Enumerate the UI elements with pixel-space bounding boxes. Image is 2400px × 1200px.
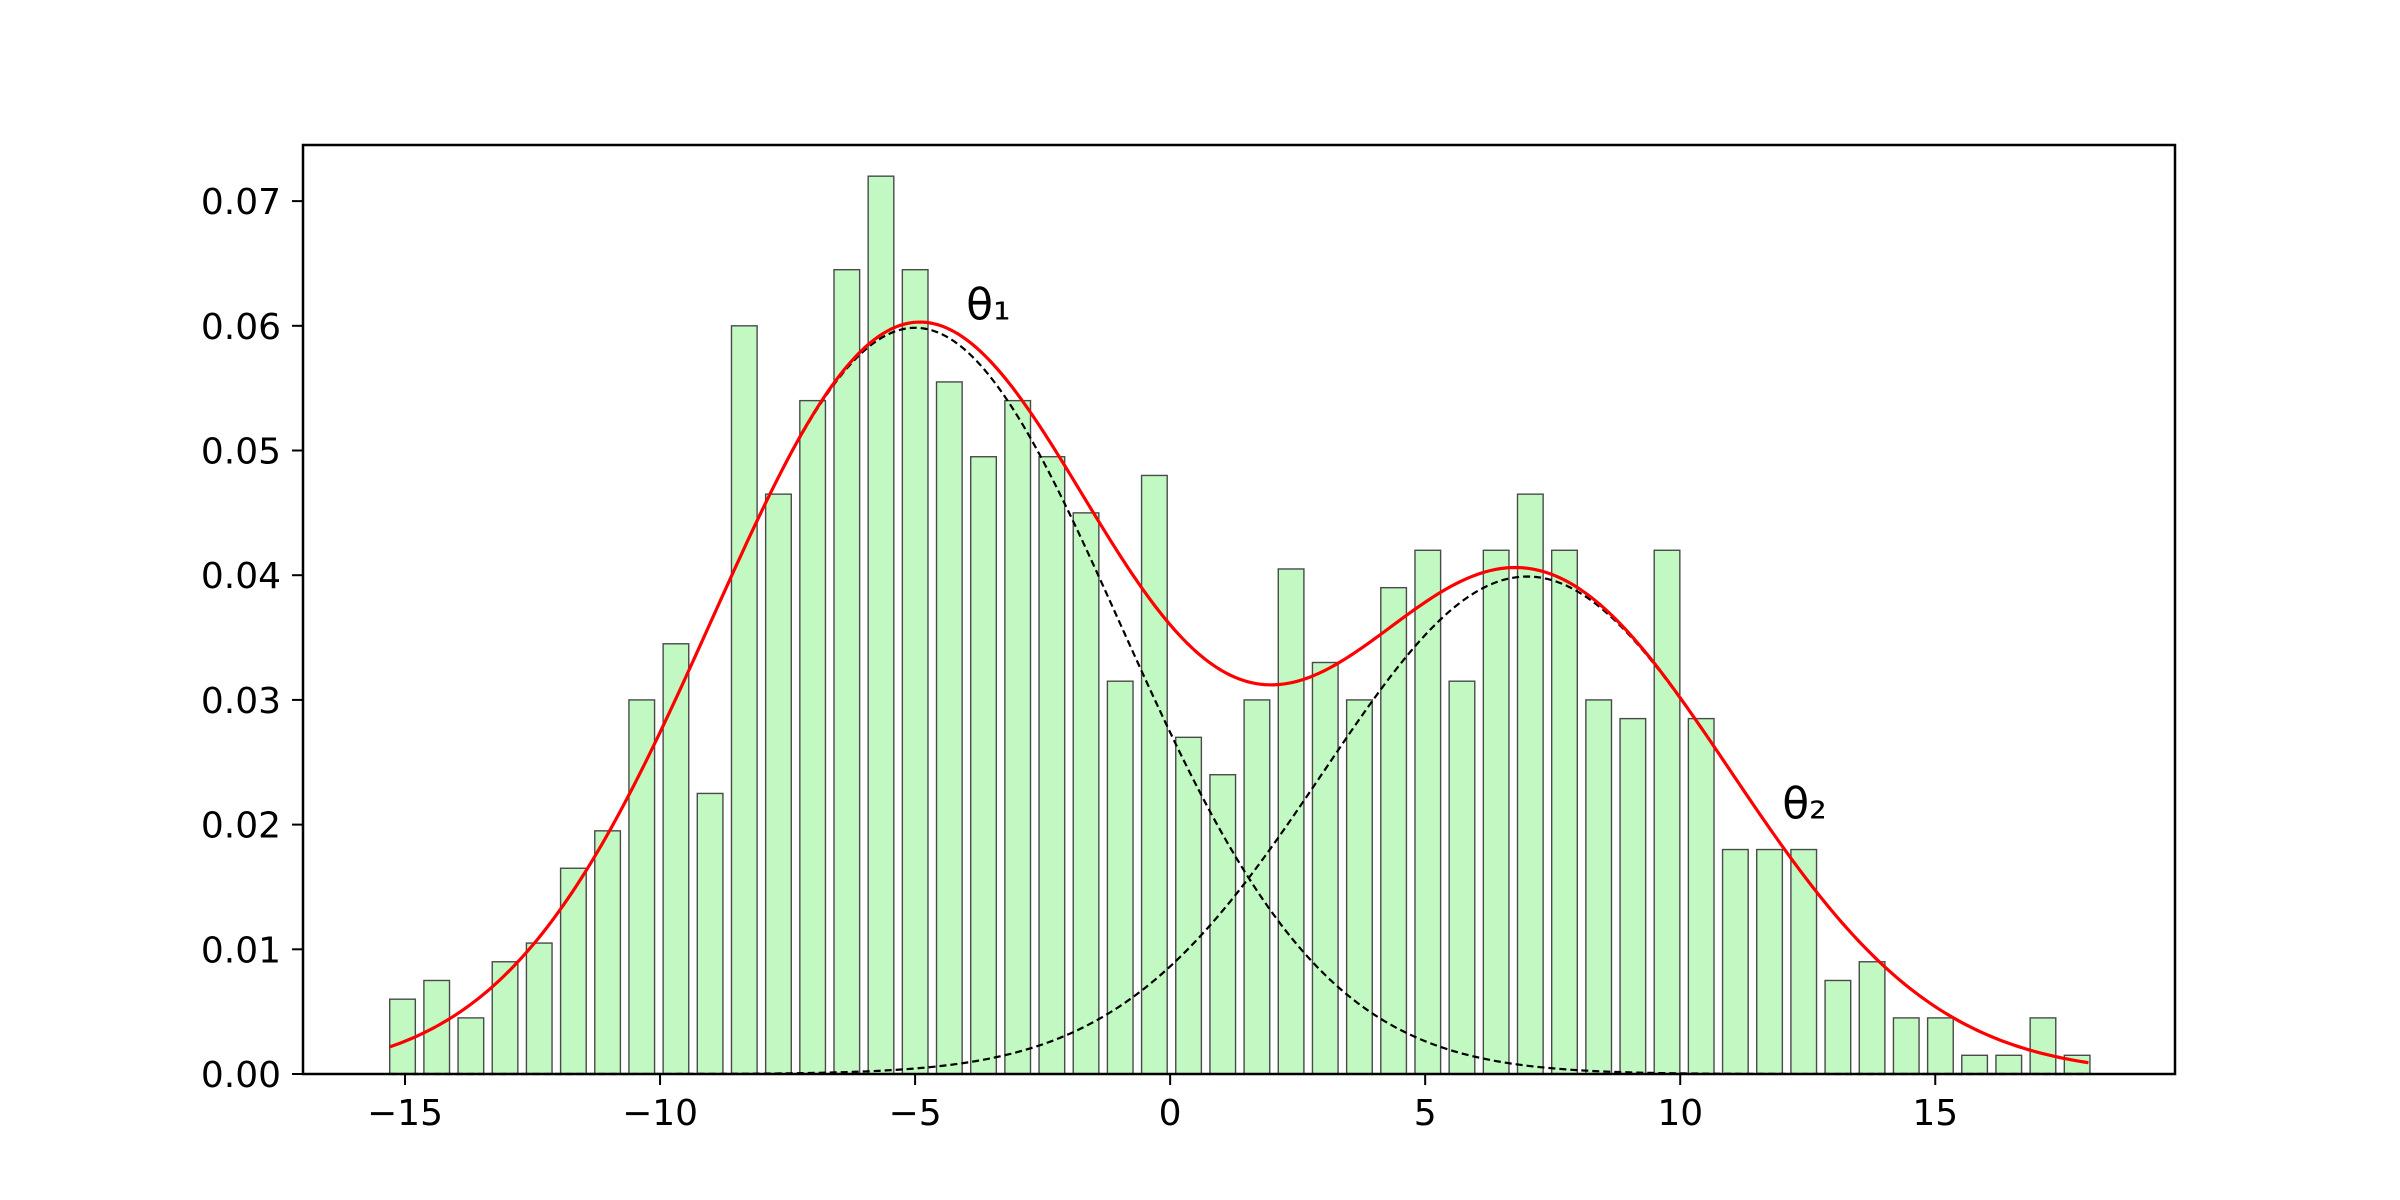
annotation-theta-1: θ₁ [966, 280, 1011, 331]
y-tick-label: 0.05 [201, 432, 281, 473]
histogram-bar [1004, 399, 1032, 1075]
histogram-bar [1072, 512, 1100, 1075]
histogram-bar [1106, 680, 1134, 1075]
y-tick-label: 0.01 [201, 930, 281, 971]
mixture-total-curve [389, 320, 2089, 1065]
histogram-bar [1790, 848, 1818, 1075]
y-tick-label: 0.00 [201, 1055, 281, 1096]
histogram-bar [491, 961, 519, 1075]
histogram-bar [1448, 680, 1476, 1075]
histogram-bar [1550, 549, 1579, 1075]
histogram-bar [730, 325, 758, 1075]
histogram-bar [1961, 1054, 1989, 1075]
x-axis: −15 −10 −5 0 5 10 15 [367, 1074, 1958, 1134]
histogram-bar [2029, 1017, 2057, 1075]
histogram-bar [1756, 848, 1784, 1075]
histogram-bar [1277, 568, 1305, 1075]
histogram-bar [935, 381, 963, 1075]
x-tick-label: 0 [1159, 1093, 1182, 1134]
annotation-theta-2: θ₂ [1782, 778, 1827, 829]
histogram-bar [1482, 549, 1510, 1075]
histogram-bar [1243, 699, 1271, 1075]
histogram-bar [1653, 549, 1681, 1075]
y-tick-label: 0.02 [201, 806, 281, 847]
y-tick-label: 0.03 [201, 681, 281, 722]
x-tick-label: 15 [1912, 1093, 1958, 1134]
histogram-bar [389, 998, 417, 1075]
x-tick-label: −5 [889, 1093, 942, 1134]
histogram-bar [1209, 774, 1237, 1075]
histogram-bar [594, 830, 622, 1075]
histogram-bar [1140, 474, 1168, 1075]
histogram-bar [1414, 549, 1442, 1075]
y-tick-label: 0.06 [201, 307, 281, 348]
histogram-bar [559, 867, 587, 1075]
histogram-bar [1311, 661, 1339, 1075]
histogram-bar [1345, 699, 1373, 1075]
y-axis: 0.00 0.01 0.02 0.03 0.04 0.05 0.06 0.07 [201, 182, 303, 1096]
x-tick-label: 5 [1414, 1093, 1437, 1134]
x-tick-label: 10 [1657, 1093, 1703, 1134]
annotations: θ₁ θ₂ [966, 280, 1827, 830]
x-tick-label: −10 [622, 1093, 698, 1134]
histogram-bars [389, 175, 2091, 1075]
histogram-bar [1721, 848, 1749, 1075]
histogram-bar [525, 942, 553, 1075]
histogram-bar [1995, 1054, 2023, 1075]
histogram-bar [696, 792, 724, 1075]
y-tick-label: 0.07 [201, 182, 281, 223]
histogram-bar [1892, 1017, 1920, 1075]
histogram-bar [1585, 699, 1613, 1075]
histogram-bar [1175, 736, 1203, 1075]
histogram-bar [970, 456, 998, 1075]
histogram-bar [457, 1017, 485, 1075]
histogram-bar [662, 643, 690, 1075]
histogram-bar [867, 175, 895, 1075]
y-tick-label: 0.04 [201, 556, 281, 597]
histogram-bar [1619, 717, 1647, 1075]
histogram-bar [764, 493, 792, 1075]
histogram-bar [628, 699, 656, 1075]
histogram-bar [1516, 493, 1544, 1075]
histogram-bar [1824, 979, 1852, 1075]
histogram-bar [1038, 456, 1066, 1075]
histogram-bar [799, 399, 827, 1075]
plot-frame [301, 143, 2177, 1076]
histogram-bar [1687, 717, 1715, 1075]
histogram-bar [1926, 1017, 1954, 1075]
histogram-bar [1858, 961, 1886, 1075]
histogram-bar [901, 269, 929, 1075]
x-tick-label: −15 [367, 1093, 443, 1134]
histogram-bar [833, 269, 861, 1075]
